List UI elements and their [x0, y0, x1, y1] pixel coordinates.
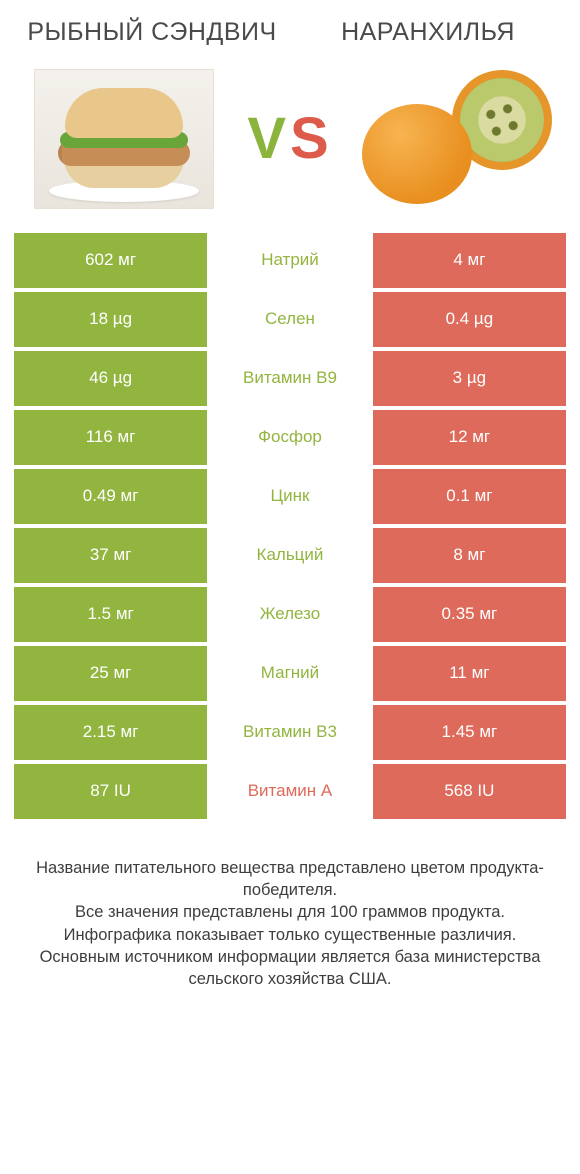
left-value: 18 µg: [14, 292, 207, 347]
table-row: 602 мгНатрий4 мг: [14, 233, 566, 288]
right-value: 0.1 мг: [373, 469, 566, 524]
right-product-image: [346, 59, 566, 219]
left-product-image: [14, 59, 234, 219]
naranjilla-icon: [356, 64, 556, 214]
table-row: 116 мгФосфор12 мг: [14, 410, 566, 465]
right-value: 568 IU: [373, 764, 566, 819]
vs-label: VS: [247, 105, 332, 172]
nutrient-name: Железо: [207, 587, 373, 642]
right-value: 3 µg: [373, 351, 566, 406]
table-row: 0.49 мгЦинк0.1 мг: [14, 469, 566, 524]
left-value: 46 µg: [14, 351, 207, 406]
right-value: 12 мг: [373, 410, 566, 465]
title-row: РЫБНЫЙ СЭНДВИЧ НАРАНХИЛЬЯ: [14, 18, 566, 47]
table-row: 37 мгКальций8 мг: [14, 528, 566, 583]
nutrient-name: Витамин B3: [207, 705, 373, 760]
left-value: 602 мг: [14, 233, 207, 288]
left-product-title: РЫБНЫЙ СЭНДВИЧ: [14, 18, 290, 47]
right-value: 8 мг: [373, 528, 566, 583]
sandwich-icon: [34, 69, 214, 209]
table-row: 1.5 мгЖелезо0.35 мг: [14, 587, 566, 642]
right-value: 0.4 µg: [373, 292, 566, 347]
left-value: 25 мг: [14, 646, 207, 701]
footer-line: Все значения представлены для 100 граммо…: [20, 901, 560, 923]
footer-line: Основным источником информации является …: [20, 946, 560, 991]
table-row: 87 IUВитамин A568 IU: [14, 764, 566, 819]
right-product-title: НАРАНХИЛЬЯ: [290, 18, 566, 47]
table-row: 18 µgСелен0.4 µg: [14, 292, 566, 347]
table-row: 46 µgВитамин B93 µg: [14, 351, 566, 406]
left-value: 87 IU: [14, 764, 207, 819]
nutrient-name: Фосфор: [207, 410, 373, 465]
right-value: 0.35 мг: [373, 587, 566, 642]
right-value: 1.45 мг: [373, 705, 566, 760]
nutrient-name: Селен: [207, 292, 373, 347]
right-value: 4 мг: [373, 233, 566, 288]
table-row: 25 мгМагний11 мг: [14, 646, 566, 701]
left-value: 0.49 мг: [14, 469, 207, 524]
left-value: 116 мг: [14, 410, 207, 465]
left-value: 2.15 мг: [14, 705, 207, 760]
left-value: 37 мг: [14, 528, 207, 583]
footer-notes: Название питательного вещества представл…: [14, 857, 566, 991]
nutrient-name: Кальций: [207, 528, 373, 583]
right-value: 11 мг: [373, 646, 566, 701]
infographic-root: РЫБНЫЙ СЭНДВИЧ НАРАНХИЛЬЯ VS 602 мгНатри…: [0, 0, 580, 1000]
vs-v: V: [247, 106, 290, 171]
footer-line: Инфографика показывает только существенн…: [20, 924, 560, 946]
image-row: VS: [14, 59, 566, 219]
table-row: 2.15 мгВитамин B31.45 мг: [14, 705, 566, 760]
nutrient-name: Витамин A: [207, 764, 373, 819]
nutrient-name: Витамин B9: [207, 351, 373, 406]
nutrient-name: Цинк: [207, 469, 373, 524]
left-value: 1.5 мг: [14, 587, 207, 642]
nutrient-name: Натрий: [207, 233, 373, 288]
comparison-table: 602 мгНатрий4 мг18 µgСелен0.4 µg46 µgВит…: [14, 233, 566, 819]
footer-line: Название питательного вещества представл…: [20, 857, 560, 902]
nutrient-name: Магний: [207, 646, 373, 701]
vs-s: S: [290, 106, 333, 171]
